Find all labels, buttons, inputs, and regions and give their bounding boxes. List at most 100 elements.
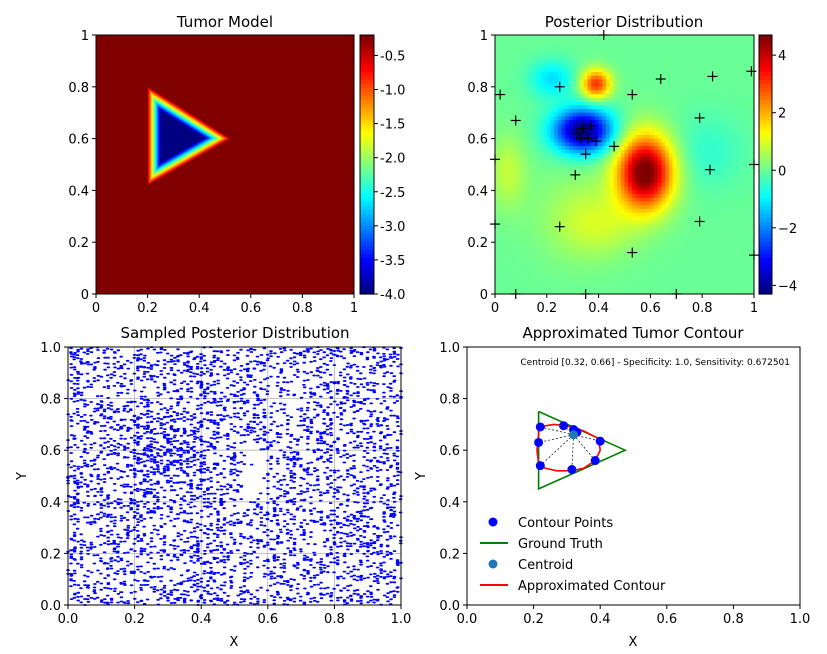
posterior-cell bbox=[699, 161, 703, 165]
posterior-cell bbox=[554, 46, 558, 50]
posterior-cell bbox=[562, 190, 566, 194]
posterior-cell bbox=[632, 150, 636, 154]
posterior-cell bbox=[673, 91, 677, 95]
posterior-cell bbox=[643, 176, 647, 180]
posterior-cell bbox=[625, 42, 629, 46]
posterior-cell bbox=[517, 124, 521, 128]
posterior-cell bbox=[658, 153, 662, 157]
posterior-cell bbox=[610, 109, 614, 113]
tumor-colorbar-swatch bbox=[360, 221, 374, 226]
posterior-cell bbox=[565, 153, 569, 157]
posterior-cell bbox=[514, 50, 518, 54]
posterior-cell bbox=[739, 183, 743, 187]
posterior-cell bbox=[610, 246, 614, 250]
posterior-cell bbox=[506, 87, 510, 91]
posterior-cell bbox=[576, 98, 580, 102]
posterior-cell bbox=[562, 79, 566, 83]
posterior-cell bbox=[558, 239, 562, 243]
posterior-cell bbox=[510, 131, 514, 135]
posterior-cell bbox=[602, 50, 606, 54]
posterior-cell bbox=[747, 46, 751, 50]
posterior-cell bbox=[510, 153, 514, 157]
posterior-cell bbox=[706, 235, 710, 239]
posterior-cell bbox=[617, 94, 621, 98]
posterior-cell bbox=[554, 183, 558, 187]
posterior-cell bbox=[647, 283, 651, 287]
posterior-cell bbox=[647, 98, 651, 102]
posterior-cell bbox=[736, 183, 740, 187]
posterior-cell bbox=[736, 165, 740, 169]
posterior-cell bbox=[606, 250, 610, 254]
posterior-cell bbox=[647, 116, 651, 120]
posterior-cell bbox=[650, 150, 654, 154]
posterior-cell bbox=[695, 98, 699, 102]
posterior-cell bbox=[573, 231, 577, 235]
posterior-cell bbox=[510, 264, 514, 268]
posterior-cell bbox=[617, 246, 621, 250]
tumor-colorbar-swatch bbox=[360, 132, 374, 137]
posterior-cell bbox=[532, 172, 536, 176]
posterior-cell bbox=[591, 253, 595, 257]
posterior-cell bbox=[532, 91, 536, 95]
posterior-cell bbox=[506, 46, 510, 50]
posterior-cell bbox=[610, 168, 614, 172]
posterior-cell bbox=[521, 72, 525, 76]
posterior-cell bbox=[554, 150, 558, 154]
posterior-cell bbox=[606, 220, 610, 224]
posterior-cell bbox=[724, 128, 728, 132]
posterior-cell bbox=[632, 102, 636, 106]
posterior-cell bbox=[702, 176, 706, 180]
posterior-cell bbox=[736, 287, 740, 291]
posterior-cell bbox=[717, 65, 721, 69]
posterior-cell bbox=[662, 128, 666, 132]
posterior-cell bbox=[747, 87, 751, 91]
posterior-cell bbox=[636, 179, 640, 183]
posterior-cell bbox=[613, 94, 617, 98]
posterior-cell bbox=[514, 279, 518, 283]
posterior-cell bbox=[613, 61, 617, 65]
posterior-cell bbox=[569, 153, 573, 157]
posterior-cell bbox=[595, 216, 599, 220]
posterior-cell bbox=[699, 176, 703, 180]
posterior-cell bbox=[591, 235, 595, 239]
posterior-cell bbox=[502, 198, 506, 202]
posterior-cell bbox=[662, 39, 666, 43]
posterior-cell bbox=[625, 35, 629, 39]
posterior-cell bbox=[632, 120, 636, 124]
posterior-cell bbox=[721, 153, 725, 157]
posterior-cell bbox=[680, 98, 684, 102]
posterior-cell bbox=[613, 116, 617, 120]
posterior-cell bbox=[558, 50, 562, 54]
posterior-cell bbox=[695, 157, 699, 161]
posterior-cell bbox=[739, 39, 743, 43]
posterior-cell bbox=[580, 35, 584, 39]
posterior-cell bbox=[536, 68, 540, 72]
posterior-cell bbox=[543, 227, 547, 231]
posterior-cell bbox=[643, 153, 647, 157]
posterior-cell bbox=[639, 157, 643, 161]
posterior-cell bbox=[732, 183, 736, 187]
posterior-cell bbox=[521, 42, 525, 46]
posterior-cell bbox=[562, 183, 566, 187]
posterior-cell bbox=[621, 50, 625, 54]
posterior-cell bbox=[499, 172, 503, 176]
posterior-cell bbox=[495, 168, 499, 172]
posterior-cell bbox=[554, 231, 558, 235]
posterior-cell bbox=[532, 176, 536, 180]
posterior-cell bbox=[743, 35, 747, 39]
posterior-cell bbox=[495, 179, 499, 183]
posterior-cell bbox=[706, 264, 710, 268]
posterior-cell bbox=[502, 109, 506, 113]
posterior-cell bbox=[647, 113, 651, 117]
posterior-cell bbox=[710, 139, 714, 143]
posterior-cell bbox=[706, 109, 710, 113]
posterior-cell bbox=[565, 46, 569, 50]
posterior-cell bbox=[695, 216, 699, 220]
posterior-cell bbox=[588, 46, 592, 50]
posterior-cell bbox=[654, 105, 658, 109]
posterior-cell bbox=[525, 98, 529, 102]
posterior-cell bbox=[573, 142, 577, 146]
posterior-cell bbox=[647, 128, 651, 132]
posterior-cell bbox=[636, 268, 640, 272]
posterior-cell bbox=[543, 102, 547, 106]
